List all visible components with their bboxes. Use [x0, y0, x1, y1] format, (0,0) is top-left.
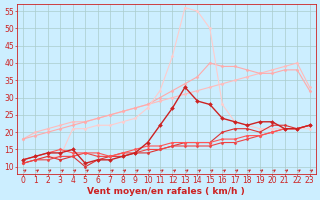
X-axis label: Vent moyen/en rafales ( km/h ): Vent moyen/en rafales ( km/h ): [87, 187, 245, 196]
